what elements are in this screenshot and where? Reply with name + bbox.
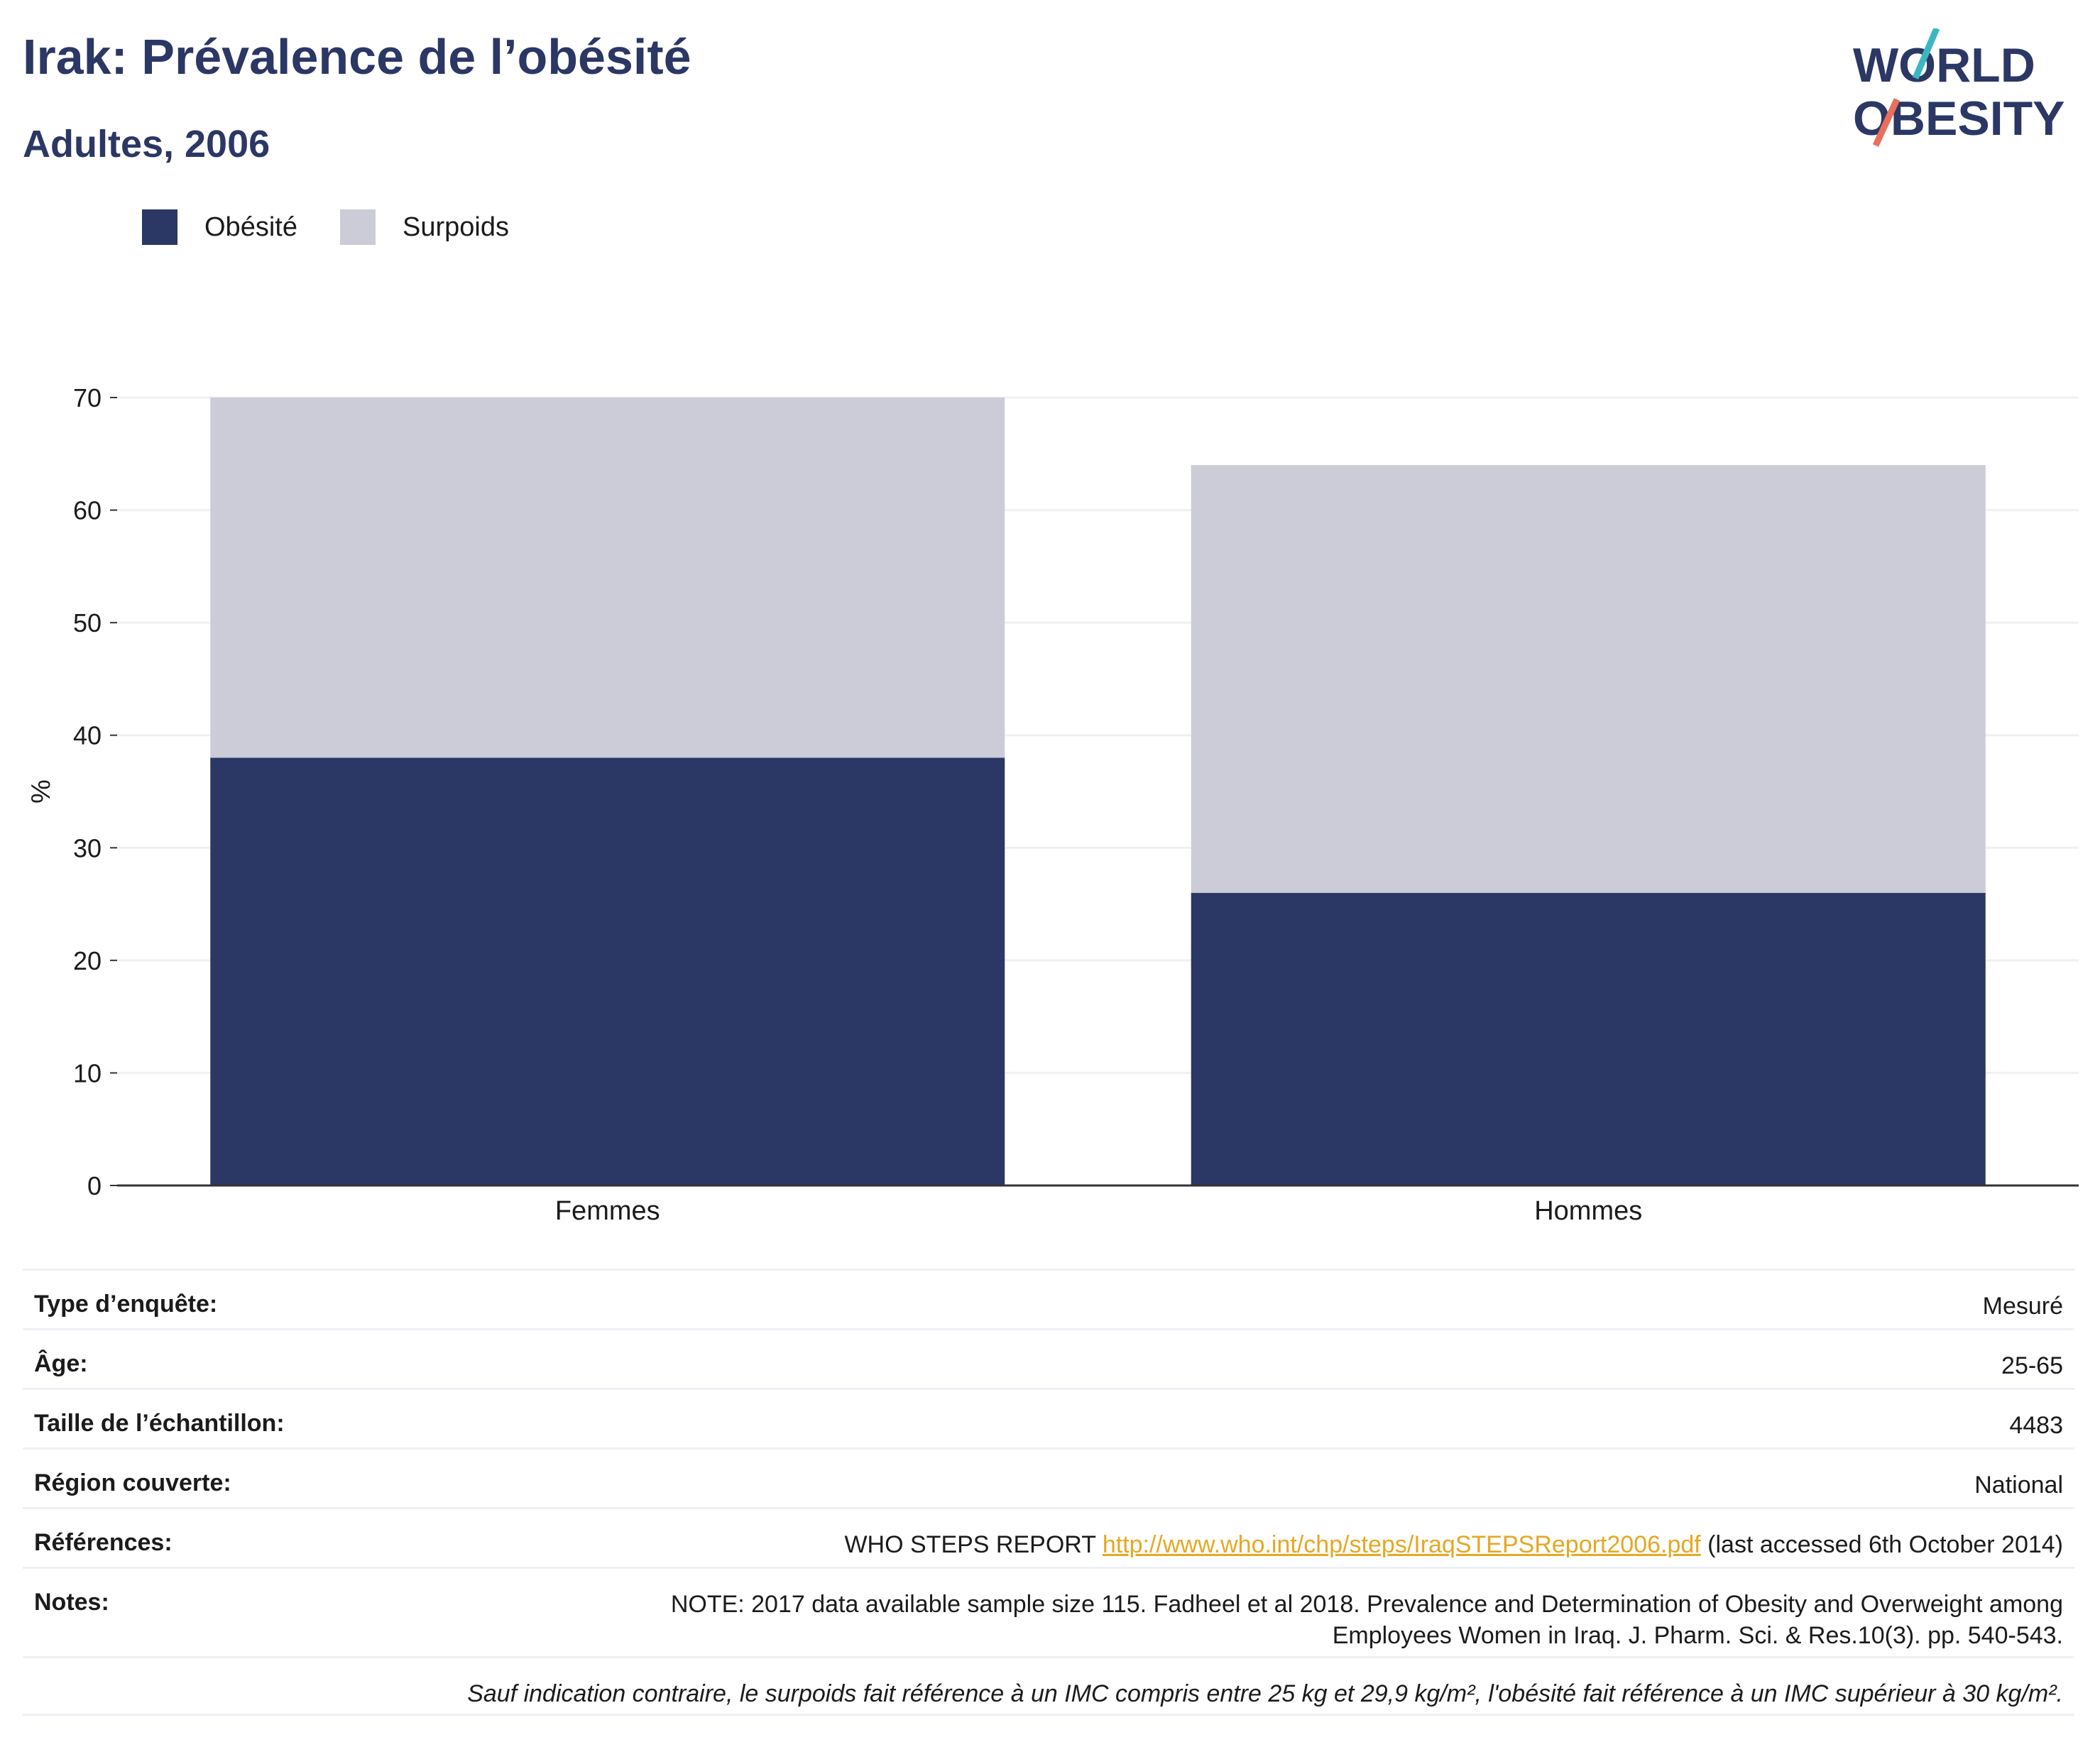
legend-swatch-overweight	[339, 209, 376, 245]
logo-slash-teal	[1912, 28, 1940, 80]
info-row-references: Références: WHO STEPS REPORT http://www.…	[23, 1507, 2074, 1567]
y-tick-label: 60	[73, 496, 102, 525]
bar-overweight	[210, 398, 1005, 758]
y-axis-label: %	[26, 779, 56, 804]
page-title: Irak: Prévalence de l’obésité	[23, 29, 691, 84]
info-row-survey-type: Type d’enquête: Mesuré	[23, 1269, 2074, 1328]
y-tick-label: 40	[73, 721, 102, 750]
info-value: 4483	[2009, 1412, 2063, 1439]
reference-link[interactable]: http://www.who.int/chp/steps/IraqSTEPSRe…	[1102, 1531, 1701, 1558]
bar-obesity	[210, 757, 1005, 1185]
y-tick-label: 30	[73, 833, 102, 862]
info-value: National	[1974, 1472, 2063, 1499]
y-tick-label: 10	[73, 1058, 102, 1088]
chart-legend: Obésité Surpoids	[142, 209, 552, 245]
info-value: 25-65	[2001, 1352, 2063, 1379]
stacked-bar-chart: 0 10 20 30 40 50 60 70% Femmes Hommes	[26, 383, 2079, 1226]
legend-swatch-obesity	[142, 209, 177, 245]
survey-info-table: Type d’enquête: Mesuré Âge: 25-65 Taille…	[23, 1269, 2074, 1716]
info-key: Taille de l’échantillon:	[34, 1410, 285, 1437]
reference-accessed: (last accessed 6th October 2014)	[1700, 1531, 2063, 1558]
x-tick-label: Hommes	[1534, 1196, 1642, 1226]
info-key: Type d’enquête:	[34, 1291, 218, 1318]
info-key: Références:	[34, 1529, 173, 1556]
info-row-sample-size: Taille de l’échantillon: 4483	[23, 1388, 2074, 1447]
y-tick-label: 20	[73, 946, 102, 975]
info-key: Notes:	[34, 1589, 109, 1616]
bmi-definition-footnote: Sauf indication contraire, le surpoids f…	[467, 1680, 2063, 1707]
info-key: Région couverte:	[34, 1469, 231, 1496]
legend-label-overweight: Surpoids	[402, 212, 509, 242]
x-tick-label: Femmes	[555, 1196, 660, 1226]
notes-line1: NOTE: 2017 data available sample size 11…	[670, 1591, 2063, 1618]
info-row-age: Âge: 25-65	[23, 1328, 2074, 1388]
bar-overweight	[1191, 465, 1986, 893]
y-tick-label: 50	[73, 608, 102, 637]
logo-line1: WORLD	[1853, 38, 2035, 92]
page-subtitle: Adultes, 2006	[23, 123, 270, 165]
logo-slash-coral	[1872, 98, 1901, 147]
reference-text: WHO STEPS REPORT	[844, 1531, 1103, 1558]
notes-line2: Employees Women in Iraq. J. Pharm. Sci. …	[1332, 1622, 2063, 1649]
bar-obesity	[1191, 892, 1986, 1185]
y-tick-label: 0	[87, 1171, 102, 1200]
legend-label-obesity: Obésité	[204, 212, 297, 242]
info-value: Mesuré	[1982, 1293, 2063, 1320]
info-value: NOTE: 2017 data available sample size 11…	[671, 1589, 2063, 1651]
world-obesity-logo: WORLD OBESITY	[1853, 28, 2065, 147]
info-row-footnote: Sauf indication contraire, le surpoids f…	[23, 1656, 2074, 1716]
info-value: WHO STEPS REPORT http://www.who.int/chp/…	[844, 1529, 2063, 1560]
y-tick-label: 70	[73, 383, 102, 412]
info-row-notes: Notes: NOTE: 2017 data available sample …	[23, 1567, 2074, 1656]
info-key: Âge:	[34, 1350, 88, 1377]
info-row-region: Région couverte: National	[23, 1447, 2074, 1507]
